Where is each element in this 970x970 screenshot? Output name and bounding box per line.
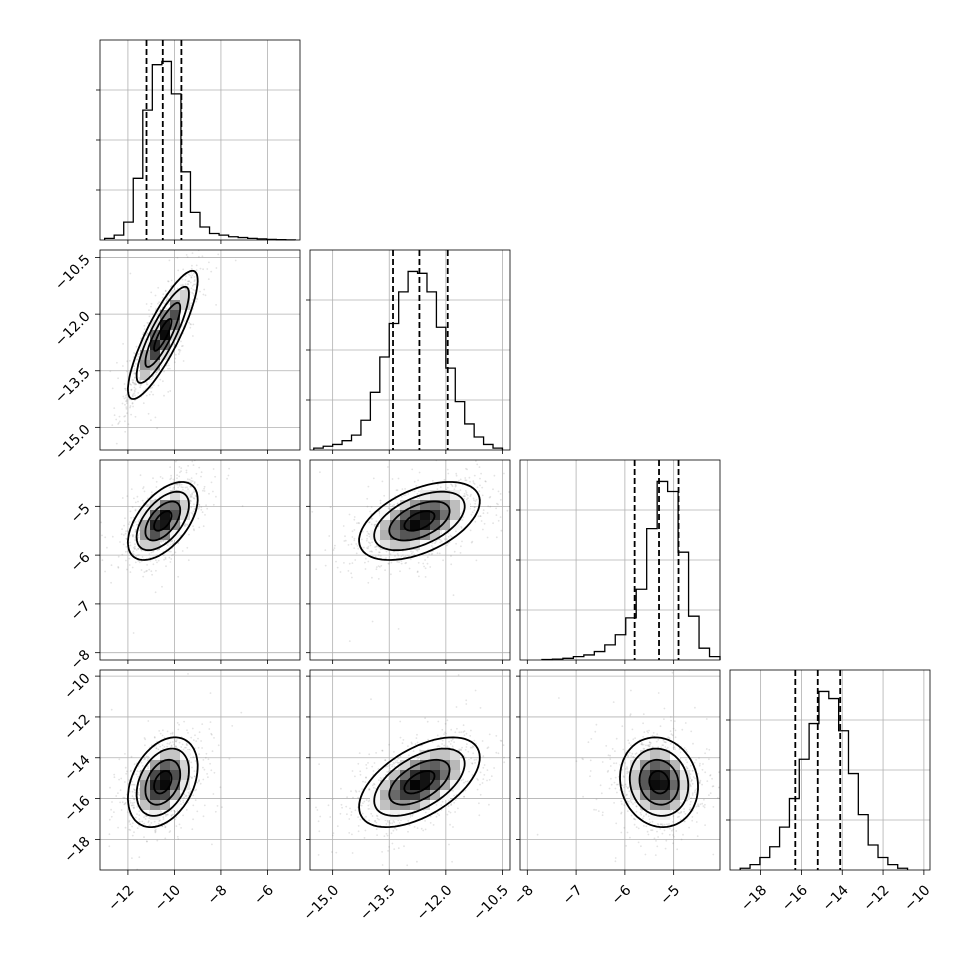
contour-2-1-1 <box>388 500 451 542</box>
contour-1-0-3 <box>126 269 199 400</box>
ytick-label-1-3: −10.5 <box>52 252 94 294</box>
xtick-label-3-0: −18 <box>738 882 770 914</box>
contour-2-1-2 <box>373 490 466 552</box>
ytick-label-2-2: −6 <box>68 549 94 575</box>
xtick-label-2-2: −6 <box>609 882 635 908</box>
xtick-label-3-1: −16 <box>779 882 811 914</box>
hist-step-3 <box>739 690 909 870</box>
ytick-label-2-1: −7 <box>68 598 94 624</box>
ytick-label-1-1: −13.5 <box>52 365 94 407</box>
hist-panel-3 <box>726 669 931 871</box>
xtick-label-2-3: −5 <box>657 882 683 908</box>
contour-3-1-3 <box>358 736 481 829</box>
xtick-label-0-1: −10 <box>152 882 184 914</box>
xtick-label-3-4: −10 <box>901 882 933 914</box>
pair-panel-2-1 <box>309 459 511 661</box>
hist-frame-1 <box>309 249 511 451</box>
hist-frame-3 <box>729 669 931 871</box>
contour-3-2-0 <box>648 770 670 795</box>
ytick-label-3-0: −18 <box>61 834 93 866</box>
contour-3-0-3 <box>126 736 199 828</box>
ytick-label-3-2: −14 <box>61 752 93 784</box>
xtick-label-1-3: −10.5 <box>470 882 512 924</box>
xtick-label-2-0: −8 <box>511 882 537 908</box>
contour-1-0-0 <box>153 318 173 352</box>
contour-3-2-3 <box>619 736 699 829</box>
xtick-label-1-2: −12.0 <box>414 882 456 924</box>
hist-step-0 <box>104 60 296 241</box>
ytick-label-3-4: −10 <box>61 670 93 702</box>
density-cells-2-1 <box>370 490 470 550</box>
xtick-label-1-0: −15.0 <box>301 882 343 924</box>
hist-panel-0 <box>96 39 301 241</box>
xtick-label-1-1: −13.5 <box>357 882 399 924</box>
ytick-label-1-2: −12.0 <box>52 308 94 350</box>
pair-frame-3-2 <box>519 669 721 871</box>
pair-panel-2-0 <box>99 459 301 661</box>
pair-frame-2-1 <box>309 459 511 661</box>
xtick-label-3-3: −12 <box>860 882 892 914</box>
hist-frame-2 <box>519 459 721 661</box>
contour-3-0-2 <box>135 747 190 817</box>
hist-step-1 <box>313 270 504 450</box>
pair-frame-3-0 <box>99 669 301 871</box>
pair-panel-3-2 <box>519 669 721 871</box>
contour-2-1-0 <box>403 510 436 532</box>
ytick-label-3-1: −16 <box>61 793 93 825</box>
contour-2-0-1 <box>144 500 182 542</box>
hist-panel-2 <box>516 459 721 661</box>
ytick-label-2-0: −8 <box>68 647 94 673</box>
contour-3-0-1 <box>144 758 182 806</box>
ytick-label-3-3: −12 <box>61 711 93 743</box>
pair-frame-1-0 <box>99 249 301 451</box>
contour-2-0-0 <box>153 510 173 532</box>
pair-panel-1-0 <box>99 249 301 451</box>
contour-3-2-1 <box>638 758 680 806</box>
hist-step-2 <box>541 480 721 661</box>
xtick-label-0-3: −6 <box>251 882 277 908</box>
pair-frame-3-1 <box>309 669 511 871</box>
pair-panel-3-1 <box>309 669 511 871</box>
contour-3-2-2 <box>628 747 690 817</box>
ytick-label-1-0: −15.0 <box>52 422 94 464</box>
xtick-label-2-1: −7 <box>560 882 586 908</box>
xtick-label-0-0: −12 <box>105 882 137 914</box>
xtick-label-0-2: −8 <box>205 882 231 908</box>
contour-3-1-0 <box>403 770 436 795</box>
contour-3-0-0 <box>153 770 173 795</box>
xtick-label-3-2: −14 <box>820 882 852 914</box>
contour-2-1-3 <box>358 481 481 561</box>
contour-1-0-1 <box>144 301 182 368</box>
contour-3-1-2 <box>373 747 466 817</box>
hist-panel-1 <box>306 249 511 451</box>
contour-3-1-1 <box>388 758 451 806</box>
pair-panel-3-0 <box>99 669 301 871</box>
ytick-label-2-3: −5 <box>68 501 94 527</box>
pair-frame-2-0 <box>99 459 301 661</box>
hist-frame-0 <box>99 39 301 241</box>
contour-2-0-3 <box>126 481 199 561</box>
contour-2-0-2 <box>135 490 190 552</box>
contour-1-0-2 <box>135 285 190 384</box>
